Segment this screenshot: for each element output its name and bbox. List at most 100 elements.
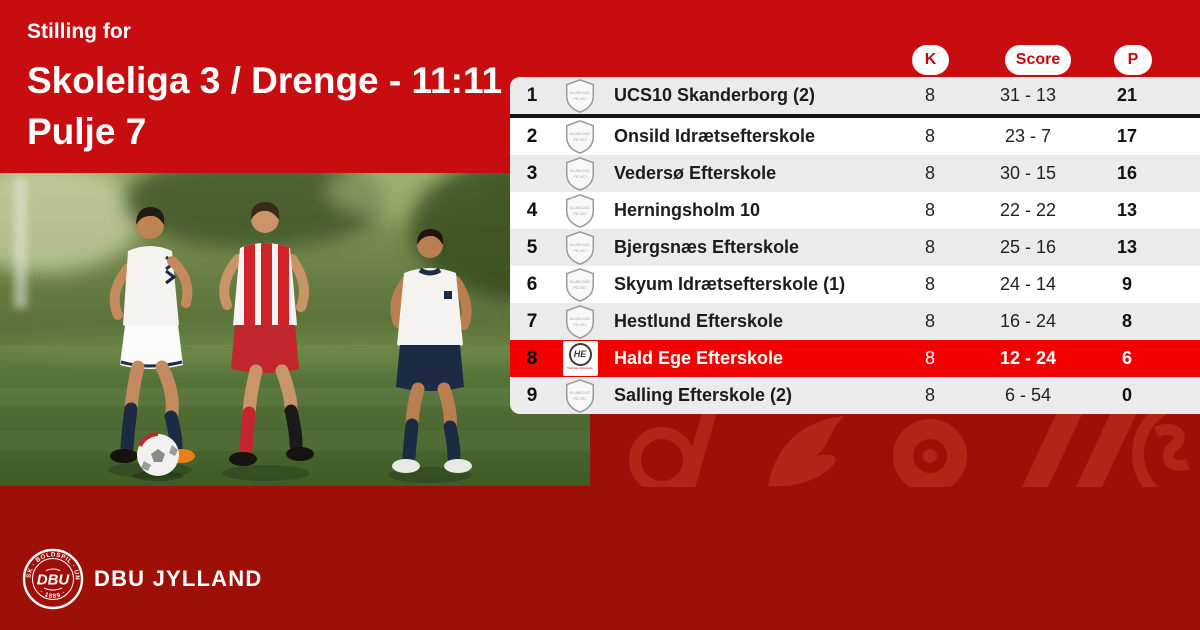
club-logo-placeholder-icon: KLUBLOGO PÅ VEJ xyxy=(565,193,595,228)
table-row: 7 KLUBLOGO PÅ VEJ HE Hald Ege Efterskole… xyxy=(510,303,1200,340)
svg-text:KLUBLOGO: KLUBLOGO xyxy=(570,169,591,173)
svg-text:KLUBLOGO: KLUBLOGO xyxy=(570,317,591,321)
svg-text:KLUBLOGO: KLUBLOGO xyxy=(570,391,591,395)
team-name: Hald Ege Efterskole xyxy=(614,348,784,368)
footer: DANSK · BOLDSPIL · UNION · 1889 · DBU DB… xyxy=(22,548,262,610)
svg-text:PÅ VEJ: PÅ VEJ xyxy=(574,247,587,252)
svg-text:PÅ VEJ: PÅ VEJ xyxy=(574,173,587,178)
football xyxy=(133,432,183,481)
games-played-value: 8 xyxy=(924,200,935,220)
player-center xyxy=(219,202,314,481)
svg-text:KLUBLOGO: KLUBLOGO xyxy=(570,206,591,210)
points-value: 13 xyxy=(1116,200,1138,220)
position-cell: 4 xyxy=(526,199,538,221)
points-value: 0 xyxy=(1121,385,1132,405)
pool-subtitle: Pulje 7 xyxy=(27,111,147,153)
position-cell: 6 xyxy=(526,273,538,295)
club-logo-placeholder-icon: KLUBLOGO PÅ VEJ xyxy=(565,378,595,413)
position-cell: 8 xyxy=(526,347,538,369)
team-name: UCS10 Skanderborg (2) xyxy=(614,85,816,105)
svg-text:DBU: DBU xyxy=(37,572,71,589)
goal-score-value: 23 - 7 xyxy=(1004,126,1052,146)
games-played-value: 8 xyxy=(924,237,935,257)
points-value: 13 xyxy=(1116,237,1138,257)
goal-score-value: 30 - 15 xyxy=(999,163,1057,183)
svg-text:KLUBLOGO: KLUBLOGO xyxy=(570,91,591,95)
position-cell: 7 xyxy=(526,310,538,332)
club-logo-cell: KLUBLOGO PÅ VEJ HE Hald Ege Efterskole xyxy=(554,193,606,229)
points-value: 21 xyxy=(1116,85,1138,105)
club-logo-cell: KLUBLOGO PÅ VEJ HE Hald Ege Efterskole xyxy=(554,78,606,114)
goal-score-value: 12 - 24 xyxy=(999,348,1057,368)
svg-text:KLUBLOGO: KLUBLOGO xyxy=(570,243,591,247)
club-logo-placeholder-icon: KLUBLOGO PÅ VEJ xyxy=(565,119,595,154)
goal-score-value: 6 - 54 xyxy=(1004,385,1052,405)
standings-table: 1 KLUBLOGO PÅ VEJ HE Hald Ege Efterskole… xyxy=(510,77,1200,414)
team-name: Salling Efterskole (2) xyxy=(614,385,793,405)
club-logo-cell: KLUBLOGO PÅ VEJ HE Hald Ege Efterskole xyxy=(554,341,606,376)
goal-score-value: 31 - 13 xyxy=(999,85,1057,105)
column-badge-games: K xyxy=(912,45,949,75)
club-logo-cell: KLUBLOGO PÅ VEJ HE Hald Ege Efterskole xyxy=(554,267,606,303)
table-row: 1 KLUBLOGO PÅ VEJ HE Hald Ege Efterskole… xyxy=(510,77,1200,118)
games-played-value: 8 xyxy=(924,126,935,146)
club-logo-cell: KLUBLOGO PÅ VEJ HE Hald Ege Efterskole xyxy=(554,378,606,414)
dbu-logo: DANSK · BOLDSPIL · UNION · 1889 · DBU xyxy=(22,548,84,610)
table-row: 8 KLUBLOGO PÅ VEJ HE Hald Ege Efterskole… xyxy=(510,340,1200,377)
svg-text:PÅ VEJ: PÅ VEJ xyxy=(574,321,587,326)
svg-text:KLUBLOGO: KLUBLOGO xyxy=(570,280,591,284)
club-logo-cell: KLUBLOGO PÅ VEJ HE Hald Ege Efterskole xyxy=(554,230,606,266)
points-value: 6 xyxy=(1121,348,1132,368)
svg-text:PÅ VEJ: PÅ VEJ xyxy=(574,395,587,400)
club-logo-cell: KLUBLOGO PÅ VEJ HE Hald Ege Efterskole xyxy=(554,119,606,155)
position-cell: 5 xyxy=(526,236,538,258)
player-right xyxy=(388,229,472,483)
team-name: Hestlund Efterskole xyxy=(614,311,784,331)
svg-text:· 1889 ·: · 1889 · xyxy=(38,589,67,600)
games-played-value: 8 xyxy=(924,348,935,368)
games-played-value: 8 xyxy=(924,274,935,294)
position-cell: 3 xyxy=(526,162,538,184)
page-title: Skoleliga 3 / Drenge - 11:11 xyxy=(27,60,503,101)
points-value: 8 xyxy=(1121,311,1132,331)
svg-text:KLUBLOGO: KLUBLOGO xyxy=(570,132,591,136)
points-value: 9 xyxy=(1121,274,1132,294)
position-cell: 9 xyxy=(526,384,538,406)
club-logo-cell: KLUBLOGO PÅ VEJ HE Hald Ege Efterskole xyxy=(554,304,606,340)
goal-score-value: 16 - 24 xyxy=(999,311,1057,331)
club-logo-placeholder-icon: KLUBLOGO PÅ VEJ xyxy=(565,230,595,265)
table-row: 4 KLUBLOGO PÅ VEJ HE Hald Ege Efterskole… xyxy=(510,192,1200,229)
club-logo-placeholder-icon: KLUBLOGO PÅ VEJ xyxy=(565,78,595,113)
goal-score-value: 25 - 16 xyxy=(999,237,1057,257)
table-row: 3 KLUBLOGO PÅ VEJ HE Hald Ege Efterskole… xyxy=(510,155,1200,192)
team-name: Bjergsnæs Efterskole xyxy=(614,237,800,257)
hald-ege-monogram: HE xyxy=(568,343,592,366)
club-logo-placeholder-icon: KLUBLOGO PÅ VEJ xyxy=(565,304,595,339)
club-logo-cell: KLUBLOGO PÅ VEJ HE Hald Ege Efterskole xyxy=(554,156,606,192)
points-value: 16 xyxy=(1116,163,1138,183)
eyebrow-label: Stilling for xyxy=(27,20,131,43)
goal-score-value: 22 - 22 xyxy=(999,200,1057,220)
hald-ege-logo: HE Hald Ege Efterskole xyxy=(562,341,598,376)
position-cell: 2 xyxy=(526,125,538,147)
column-badge-points: P xyxy=(1114,45,1152,75)
team-name: Herningsholm 10 xyxy=(614,200,761,220)
goal-score-value: 24 - 14 xyxy=(999,274,1057,294)
svg-text:PÅ VEJ: PÅ VEJ xyxy=(574,210,587,215)
table-row: 2 KLUBLOGO PÅ VEJ HE Hald Ege Efterskole… xyxy=(510,118,1200,155)
svg-text:PÅ VEJ: PÅ VEJ xyxy=(574,284,587,289)
games-played-value: 8 xyxy=(924,85,935,105)
match-photo-illustration xyxy=(0,173,590,486)
svg-text:PÅ VEJ: PÅ VEJ xyxy=(574,136,587,141)
games-played-value: 8 xyxy=(924,163,935,183)
table-row: 5 KLUBLOGO PÅ VEJ HE Hald Ege Efterskole… xyxy=(510,229,1200,266)
position-cell: 1 xyxy=(526,84,538,106)
team-name: Skyum Idrætsefterskole (1) xyxy=(614,274,846,294)
points-value: 17 xyxy=(1116,126,1138,146)
dbu-crest-watermark xyxy=(629,414,1190,487)
brand-name: DBU JYLLAND xyxy=(94,566,263,591)
column-badge-score: Score xyxy=(1005,45,1071,75)
club-logo-placeholder-icon: KLUBLOGO PÅ VEJ xyxy=(565,267,595,302)
team-name: Vedersø Efterskole xyxy=(614,163,777,183)
